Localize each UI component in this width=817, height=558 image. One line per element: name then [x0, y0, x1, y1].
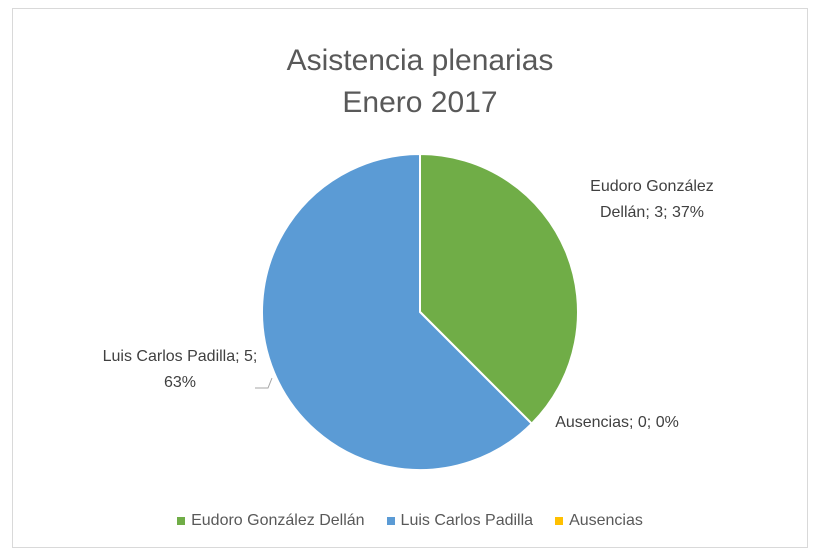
- pie-slice: [261, 152, 534, 471]
- legend: Eudoro González Dellán Luis Carlos Padill…: [12, 512, 808, 530]
- data-label: Ausencias; 0; 0%: [555, 414, 679, 431]
- chart-title: Enero 2017: [342, 86, 497, 119]
- legend-label: Ausencias: [569, 512, 643, 529]
- legend-swatch: [386, 517, 395, 525]
- pie-slice: [419, 152, 579, 426]
- data-label: Eudoro González Dellán; 3; 37%: [590, 178, 714, 221]
- legend-label: Luis Carlos Padilla: [400, 512, 534, 529]
- chart-title: Asistencia plenarias: [287, 44, 554, 77]
- legend-item: Eudoro González Dellán: [177, 512, 365, 530]
- legend-swatch: [555, 517, 564, 525]
- leader-line: [255, 377, 273, 389]
- legend-item: Ausencias: [555, 512, 643, 530]
- data-label: Luis Carlos Padilla; 5; 63%: [102, 348, 258, 391]
- legend-item: Luis Carlos Padilla: [386, 512, 534, 530]
- legend-swatch: [177, 517, 186, 525]
- legend-label: Eudoro González Dellán: [191, 512, 365, 529]
